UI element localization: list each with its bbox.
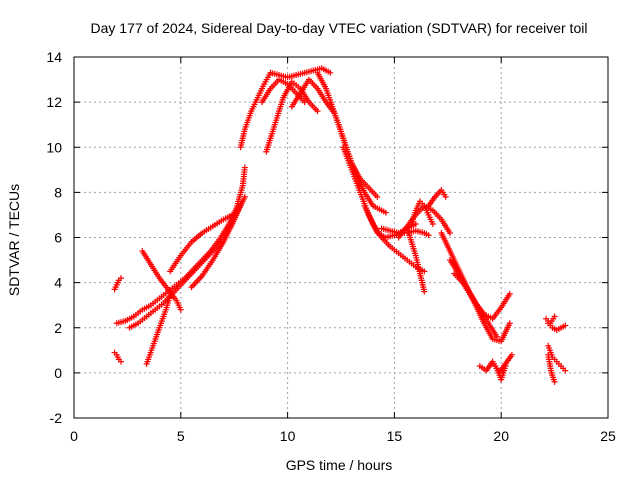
- y-tick-label: 12: [46, 94, 62, 110]
- series-arc-5: [139, 248, 184, 313]
- series-arc-26: [476, 351, 515, 376]
- x-tick-label: 20: [493, 428, 509, 444]
- y-axis-label: SDTVAR / TECUs: [6, 184, 22, 296]
- series-arc-14: [314, 69, 381, 200]
- series-arc-10: [267, 65, 334, 81]
- y-tick-label: 2: [54, 320, 62, 336]
- y-tick-label: 14: [46, 49, 62, 65]
- y-tick-label: -2: [50, 410, 63, 426]
- series-arc-12: [263, 78, 321, 155]
- data-point: [241, 164, 248, 171]
- data-point: [506, 320, 513, 327]
- data-point: [382, 209, 389, 216]
- data-point: [508, 351, 515, 358]
- data-point: [314, 108, 321, 115]
- data-point: [551, 313, 558, 320]
- plot-frame: [73, 56, 609, 419]
- series-arc-15: [327, 99, 389, 216]
- series-arc-13: [288, 76, 338, 117]
- series-arc-20: [425, 187, 449, 209]
- series-arc-9: [237, 69, 274, 151]
- y-tick-label: 10: [46, 139, 62, 155]
- data-point: [442, 193, 449, 200]
- series-arc-6: [143, 293, 174, 367]
- series-arc-2: [111, 349, 124, 365]
- grid-layer: [74, 57, 608, 418]
- series-arc-7: [167, 211, 236, 275]
- data-point: [446, 229, 453, 236]
- y-tick-label: 0: [54, 365, 62, 381]
- data-point: [493, 333, 500, 340]
- series-arc-1: [111, 275, 124, 293]
- series-arc-25: [451, 270, 500, 340]
- chart-title: Day 177 of 2024, Sidereal Day-to-day VTE…: [91, 20, 588, 36]
- data-point: [374, 193, 381, 200]
- x-tick-label: 10: [280, 428, 296, 444]
- x-tick-label: 0: [70, 428, 78, 444]
- series-arc-24: [446, 257, 513, 345]
- x-axis-label: GPS time / hours: [286, 457, 393, 473]
- x-tick-label: 25: [600, 428, 616, 444]
- data-point: [506, 290, 513, 297]
- data-point: [425, 232, 432, 239]
- x-tick-label: 15: [387, 428, 403, 444]
- tick-layer: 0 5 10 15 20 25 -2 0 2 4 6 8 10 12 14: [46, 49, 616, 444]
- data-point: [177, 306, 184, 313]
- series-arc-22: [395, 202, 453, 241]
- data-point: [117, 358, 124, 365]
- data-point: [241, 193, 248, 200]
- data-points: [111, 65, 569, 385]
- data-point: [562, 322, 569, 329]
- series-arc-31: [543, 313, 558, 327]
- x-tick-label: 5: [177, 428, 185, 444]
- y-tick-label: 8: [54, 184, 62, 200]
- data-point: [429, 220, 436, 227]
- data-point: [551, 378, 558, 385]
- data-point: [562, 367, 569, 374]
- data-point: [327, 69, 334, 76]
- data-point: [167, 293, 174, 300]
- series-arc-27: [493, 363, 509, 383]
- data-point: [117, 275, 124, 282]
- y-tick-label: 6: [54, 230, 62, 246]
- series-arc-8: [188, 193, 248, 291]
- data-point: [421, 288, 428, 295]
- series-arc-30: [545, 351, 558, 385]
- series-arc-21: [404, 225, 428, 295]
- y-tick-label: 4: [54, 275, 62, 291]
- data-point: [502, 363, 509, 370]
